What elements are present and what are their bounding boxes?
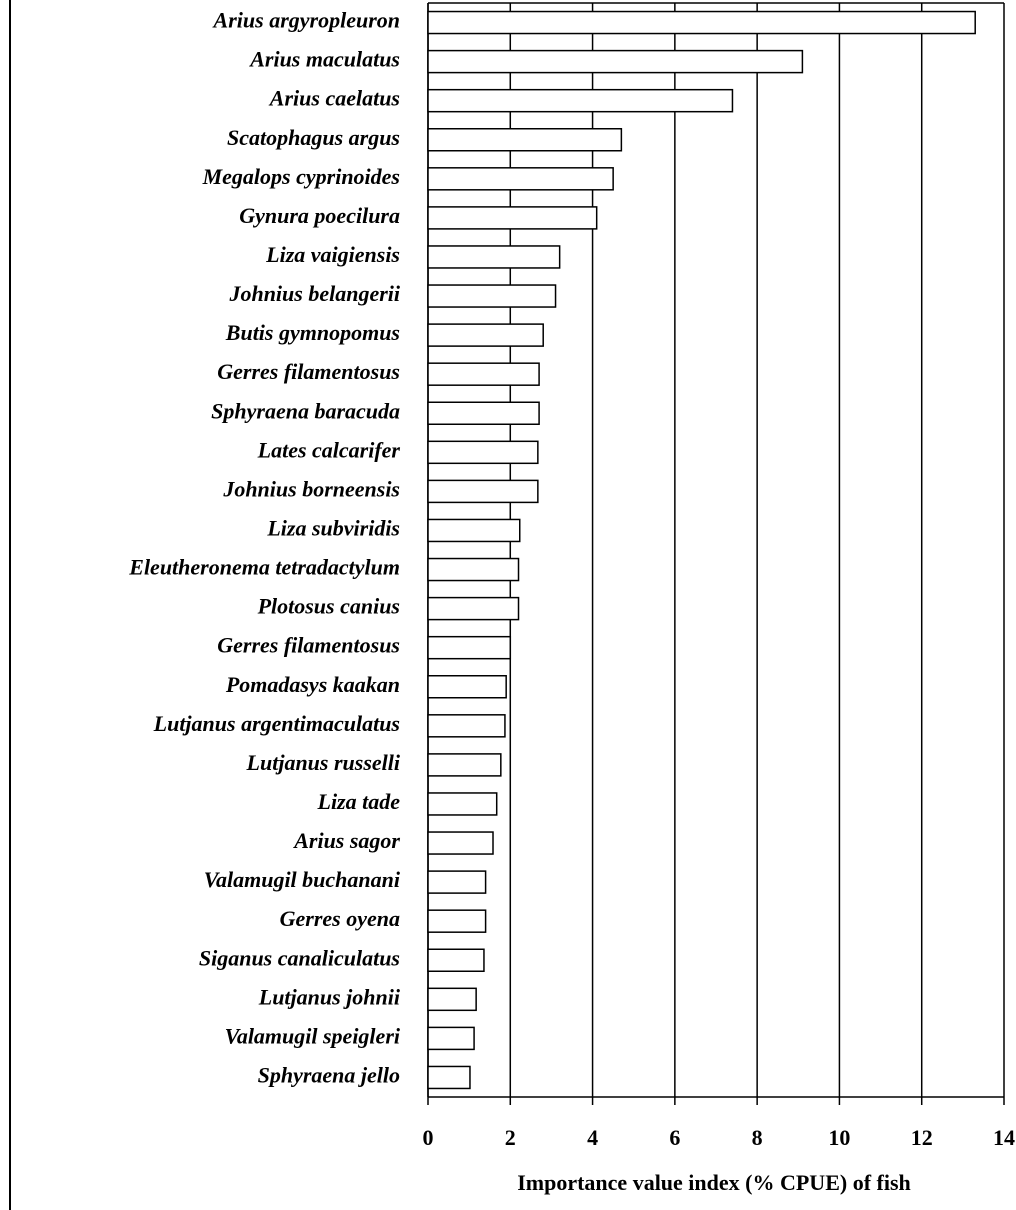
bar [427,557,520,582]
bar [427,518,521,543]
bar [427,870,487,894]
bar [427,753,502,777]
bar [427,10,976,35]
bar [427,1026,475,1051]
category-label: Arius sagor [292,828,400,853]
bar [427,635,512,660]
bar [427,362,540,386]
category-label: Liza tade [317,789,401,814]
bar [427,206,598,230]
category-label: Liza subviridis [266,516,400,541]
category-label: Megalops cyprinoides [202,164,400,189]
category-label: Scatophagus argus [227,125,400,150]
category-label: Gerres oyena [280,906,400,931]
x-tick-label: 4 [587,1125,598,1150]
bar [427,987,477,1012]
bar [427,675,507,699]
category-label: Johnius borneensis [222,476,400,501]
x-tick-label: 14 [993,1125,1015,1150]
bar [427,596,520,621]
x-tick-label: 12 [911,1125,933,1150]
bar [427,128,623,152]
category-label: Plotosus canius [257,594,400,619]
category-label: Arius caelatus [268,86,400,111]
bar [427,284,557,308]
bar [427,401,540,425]
x-tick-label: 8 [752,1125,763,1150]
bar [427,88,734,113]
category-label: Pomadasys kaakan [225,672,400,697]
bar [427,831,494,855]
category-label: Valamugil buchanani [204,867,401,892]
bar [427,714,506,738]
category-label: Gerres filamentosus [217,359,400,384]
bar [427,323,544,347]
category-label: Arius maculatus [248,47,400,72]
category-label: Gynura poecilura [239,203,400,228]
category-label: Lates calcarifer [257,437,401,462]
bar [427,479,539,504]
bar [427,440,539,465]
category-label: Lutjanus argentimaculatus [153,711,400,736]
category-label: Lutjanus russelli [246,750,401,775]
category-label: Liza vaigiensis [265,242,400,267]
x-tick-label: 6 [669,1125,680,1150]
bar [427,245,561,269]
category-label: Valamugil speigleri [225,1023,401,1048]
category-label: Sphyraena baracuda [211,398,400,423]
bar [427,167,614,191]
category-label: Lutjanus johnii [258,984,401,1009]
category-label: Arius argyropleuron [212,8,400,33]
bar [427,1065,471,1090]
bar [427,49,804,74]
bar [427,948,485,972]
category-label: Butis gymnopomus [225,320,400,345]
category-label: Siganus canaliculatus [199,945,400,970]
category-label: Johnius belangerii [228,281,400,306]
bar [427,792,498,816]
x-tick-label: 2 [505,1125,516,1150]
x-axis-label: Importance value index (% CPUE) of fish [517,1170,911,1195]
x-tick-label: 10 [828,1125,850,1150]
category-label: Sphyraena jello [258,1063,400,1088]
x-tick-label: 0 [423,1125,434,1150]
category-label: Eleutheronema tetradactylum [128,555,400,580]
category-label: Gerres filamentosus [217,633,400,658]
bar [427,909,487,933]
